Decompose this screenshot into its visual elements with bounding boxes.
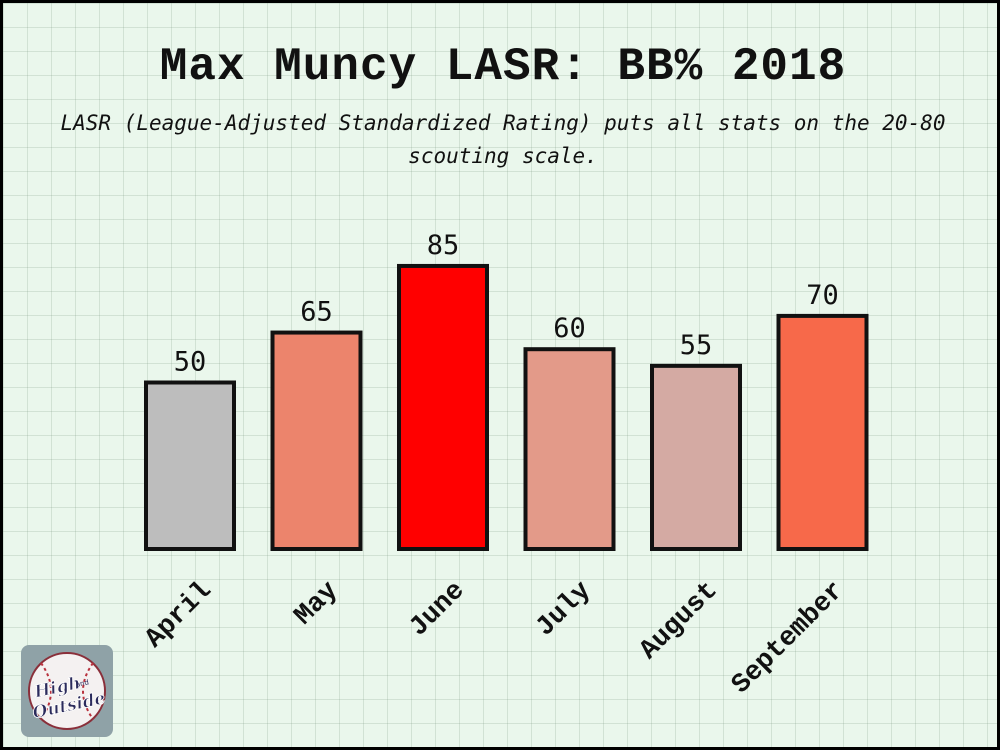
bar-chart: 50 April 65 May 85 June 60 July 55 August 70 Septem…: [140, 230, 869, 700]
chart-title: Max Muncy LASR: BB% 2018: [159, 41, 847, 93]
logo-word-and: and: [75, 678, 90, 689]
bar-april: [144, 380, 236, 551]
x-tick-label-july: July: [531, 576, 598, 643]
x-tick-label-june: June: [404, 576, 471, 643]
bar-june: [397, 263, 489, 551]
x-tick-label-september: September: [727, 576, 851, 700]
baseball-icon: High and Outside: [28, 652, 108, 730]
value-label-april: 50: [174, 347, 207, 378]
value-label-september: 70: [806, 280, 839, 311]
value-label-june: 85: [427, 230, 460, 261]
value-label-july: 60: [553, 313, 586, 344]
x-tick-label-may: May: [289, 576, 345, 632]
bar-july: [523, 347, 616, 552]
value-label-august: 55: [680, 330, 713, 361]
x-tick-label-august: August: [634, 576, 724, 666]
high-and-outside-logo: High and Outside: [21, 645, 113, 737]
value-label-may: 65: [300, 297, 333, 328]
x-tick-label-april: April: [140, 576, 218, 654]
chart-subtitle: LASR (League-Adjusted Standardized Ratin…: [60, 111, 946, 168]
bar-september: [776, 313, 869, 551]
bar-august: [650, 363, 742, 551]
bar-may: [270, 330, 363, 551]
